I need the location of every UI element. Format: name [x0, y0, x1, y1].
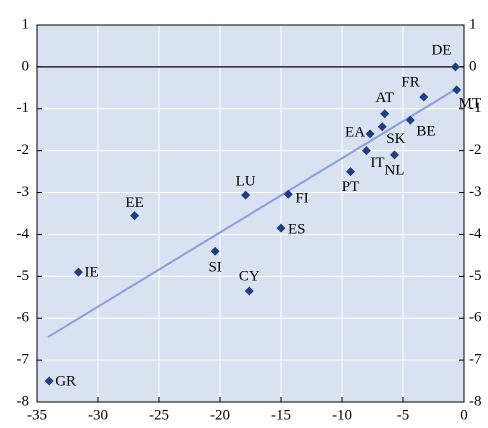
point	[276, 223, 286, 233]
x-tick-label: -20	[210, 407, 230, 423]
point	[377, 122, 387, 132]
point-label: FR	[401, 74, 419, 90]
y2-tick-label: 1	[469, 16, 477, 32]
point-label: SK	[386, 131, 405, 147]
y-tick-label: -2	[17, 142, 30, 158]
point-label: MT	[459, 95, 482, 111]
point	[44, 376, 54, 386]
x-tick-label: 0	[460, 407, 468, 423]
point-label: ES	[288, 222, 306, 238]
point-label: CY	[239, 268, 260, 284]
y-tick-label: -8	[17, 393, 30, 409]
plot-frame	[36, 24, 465, 403]
y2-tick-label: -1	[469, 100, 482, 116]
point	[419, 92, 429, 102]
x-tick-label: -5	[397, 407, 410, 423]
point	[210, 246, 220, 256]
y2-tick-label: -5	[469, 268, 482, 284]
point	[365, 129, 375, 139]
point	[73, 267, 83, 277]
point	[361, 146, 371, 156]
point	[130, 211, 140, 221]
point-label: PT	[342, 179, 360, 195]
x-tick-label: -15	[271, 407, 291, 423]
y2-tick-label: 0	[469, 58, 477, 74]
point-label: NL	[384, 162, 404, 178]
point	[452, 85, 462, 95]
y-tick-label: -5	[17, 268, 30, 284]
y2-tick-label: -6	[469, 310, 482, 326]
y-tick-label: -3	[17, 184, 30, 200]
point	[241, 190, 251, 200]
y2-tick-label: -8	[469, 393, 482, 409]
point-label: FI	[295, 191, 308, 207]
x-tick-label: -30	[88, 407, 108, 423]
point-label: AT	[376, 90, 394, 106]
x-tick-label: -25	[149, 407, 169, 423]
point	[346, 167, 356, 177]
y-tick-label: 0	[22, 58, 30, 74]
point-label: IT	[370, 155, 384, 171]
y-tick-label: 1	[22, 16, 30, 32]
y2-tick-label: -7	[469, 352, 482, 368]
point	[389, 150, 399, 160]
point	[283, 189, 293, 199]
y2-tick-label: -3	[469, 184, 482, 200]
point-label: IE	[84, 265, 98, 281]
point-label: LU	[236, 174, 256, 190]
point	[450, 62, 460, 72]
y-tick-label: -6	[17, 310, 30, 326]
point-label: DE	[431, 42, 451, 58]
point	[244, 286, 254, 296]
point	[405, 115, 415, 125]
x-tick-label: -35	[27, 407, 47, 423]
y2-tick-label: -2	[469, 142, 482, 158]
y-tick-label: -1	[17, 100, 30, 116]
point-label: BE	[416, 124, 435, 140]
point-label: EE	[125, 195, 143, 211]
point-label: GR	[55, 373, 76, 389]
point-label: EA	[345, 124, 365, 140]
y2-tick-label: -4	[469, 226, 482, 242]
y-tick-label: -4	[17, 226, 30, 242]
point	[380, 109, 390, 119]
trend-line	[47, 86, 459, 338]
x-tick-label: -10	[332, 407, 352, 423]
y-tick-label: -7	[17, 352, 30, 368]
point-label: SI	[208, 260, 221, 276]
